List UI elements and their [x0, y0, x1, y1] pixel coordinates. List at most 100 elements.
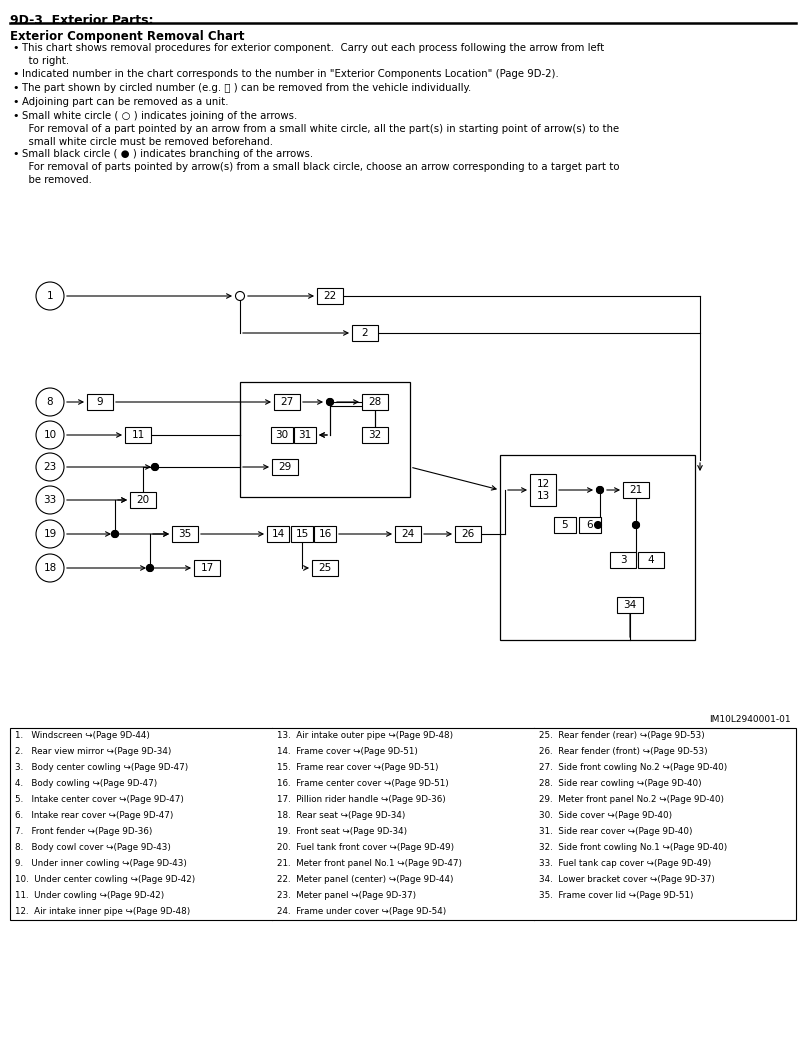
Text: IM10L2940001-01: IM10L2940001-01	[709, 715, 791, 724]
Text: 19.  Front seat ↪(Page 9D-34): 19. Front seat ↪(Page 9D-34)	[277, 827, 407, 836]
Text: 32: 32	[368, 430, 381, 439]
Bar	[395, 526, 421, 542]
Text: •: •	[12, 149, 19, 159]
Text: 14.  Frame cover ↪(Page 9D-51): 14. Frame cover ↪(Page 9D-51)	[277, 747, 418, 756]
Text: 27.  Side front cowling No.2 ↪(Page 9D-40): 27. Side front cowling No.2 ↪(Page 9D-40…	[539, 764, 727, 773]
Circle shape	[147, 564, 153, 571]
Text: •: •	[12, 43, 19, 53]
Text: 6: 6	[587, 520, 593, 530]
Text: 25.  Rear fender (rear) ↪(Page 9D-53): 25. Rear fender (rear) ↪(Page 9D-53)	[539, 731, 704, 741]
Circle shape	[36, 388, 64, 416]
Text: Indicated number in the chart corresponds to the number in "Exterior Components : Indicated number in the chart correspond…	[22, 69, 559, 79]
Bar	[362, 394, 388, 410]
Text: 2: 2	[362, 328, 368, 338]
Text: 31.  Side rear cover ↪(Page 9D-40): 31. Side rear cover ↪(Page 9D-40)	[539, 827, 692, 836]
Text: This chart shows removal procedures for exterior component.  Carry out each proc: This chart shows removal procedures for …	[22, 43, 604, 66]
Bar	[271, 427, 293, 443]
Text: 12.  Air intake inner pipe ↪(Page 9D-48): 12. Air intake inner pipe ↪(Page 9D-48)	[15, 907, 190, 916]
Bar	[240, 382, 410, 497]
Text: 2.   Rear view mirror ↪(Page 9D-34): 2. Rear view mirror ↪(Page 9D-34)	[15, 747, 172, 756]
Text: 15.  Frame rear cover ↪(Page 9D-51): 15. Frame rear cover ↪(Page 9D-51)	[277, 764, 438, 773]
Circle shape	[111, 531, 118, 537]
Circle shape	[326, 399, 334, 405]
Bar	[617, 597, 643, 613]
Text: 32.  Side front cowling No.1 ↪(Page 9D-40): 32. Side front cowling No.1 ↪(Page 9D-40…	[539, 844, 727, 853]
Circle shape	[235, 292, 244, 300]
Text: 26: 26	[461, 529, 475, 539]
Bar	[623, 482, 649, 498]
Bar	[291, 526, 313, 542]
Text: 18: 18	[44, 563, 56, 572]
Bar	[125, 427, 151, 443]
Text: 16: 16	[318, 529, 331, 539]
Circle shape	[36, 486, 64, 514]
Bar	[267, 526, 289, 542]
Bar	[130, 492, 156, 508]
Bar	[455, 526, 481, 542]
Text: 23.  Meter panel ↪(Page 9D-37): 23. Meter panel ↪(Page 9D-37)	[277, 891, 416, 901]
Circle shape	[595, 522, 601, 529]
Text: 19: 19	[44, 529, 56, 539]
Text: 11: 11	[131, 430, 144, 439]
Circle shape	[111, 531, 118, 537]
Text: 13.  Air intake outer pipe ↪(Page 9D-48): 13. Air intake outer pipe ↪(Page 9D-48)	[277, 731, 453, 741]
Text: 6.   Intake rear cover ↪(Page 9D-47): 6. Intake rear cover ↪(Page 9D-47)	[15, 811, 173, 821]
Bar	[314, 526, 336, 542]
Bar	[579, 517, 601, 533]
Text: 5.   Intake center cover ↪(Page 9D-47): 5. Intake center cover ↪(Page 9D-47)	[15, 796, 184, 804]
Text: •: •	[12, 83, 19, 94]
Text: 17.  Pillion rider handle ↪(Page 9D-36): 17. Pillion rider handle ↪(Page 9D-36)	[277, 796, 446, 804]
Text: 33.  Fuel tank cap cover ↪(Page 9D-49): 33. Fuel tank cap cover ↪(Page 9D-49)	[539, 859, 711, 869]
Bar	[530, 474, 556, 506]
Text: 24: 24	[401, 529, 414, 539]
Bar	[194, 560, 220, 576]
Circle shape	[36, 520, 64, 548]
Bar	[638, 552, 664, 568]
Text: 26.  Rear fender (front) ↪(Page 9D-53): 26. Rear fender (front) ↪(Page 9D-53)	[539, 747, 708, 756]
Circle shape	[326, 399, 334, 405]
Text: 11.  Under cowling ↪(Page 9D-42): 11. Under cowling ↪(Page 9D-42)	[15, 891, 164, 901]
Text: 20: 20	[136, 495, 150, 505]
Text: 1: 1	[47, 291, 53, 301]
Text: Exterior Component Removal Chart: Exterior Component Removal Chart	[10, 30, 244, 43]
Text: 25: 25	[318, 563, 331, 572]
Circle shape	[36, 453, 64, 481]
Text: 3.   Body center cowling ↪(Page 9D-47): 3. Body center cowling ↪(Page 9D-47)	[15, 764, 189, 773]
Bar	[362, 427, 388, 443]
Circle shape	[596, 486, 604, 494]
Text: 28.  Side rear cowling ↪(Page 9D-40): 28. Side rear cowling ↪(Page 9D-40)	[539, 779, 702, 789]
Text: 4.   Body cowling ↪(Page 9D-47): 4. Body cowling ↪(Page 9D-47)	[15, 779, 157, 789]
Text: 3: 3	[620, 555, 626, 565]
Text: 12
13: 12 13	[536, 479, 550, 501]
Text: 1.   Windscreen ↪(Page 9D-44): 1. Windscreen ↪(Page 9D-44)	[15, 731, 150, 741]
Circle shape	[596, 486, 604, 494]
Circle shape	[152, 463, 159, 471]
Text: 23: 23	[44, 462, 56, 472]
Bar	[87, 394, 113, 410]
Text: 20.  Fuel tank front cover ↪(Page 9D-49): 20. Fuel tank front cover ↪(Page 9D-49)	[277, 844, 454, 853]
Circle shape	[36, 554, 64, 582]
Text: 24.  Frame under cover ↪(Page 9D-54): 24. Frame under cover ↪(Page 9D-54)	[277, 907, 447, 916]
Text: 29.  Meter front panel No.2 ↪(Page 9D-40): 29. Meter front panel No.2 ↪(Page 9D-40)	[539, 796, 724, 804]
Text: 4: 4	[648, 555, 654, 565]
Bar	[274, 394, 300, 410]
Bar	[500, 455, 695, 640]
Text: The part shown by circled number (e.g. ⓘ ) can be removed from the vehicle indiv: The part shown by circled number (e.g. ⓘ…	[22, 83, 472, 94]
Circle shape	[36, 421, 64, 449]
Bar	[272, 459, 298, 475]
Bar	[294, 427, 316, 443]
Text: 27: 27	[280, 397, 293, 407]
Circle shape	[147, 564, 153, 571]
Text: 10: 10	[44, 430, 56, 439]
Text: 16.  Frame center cover ↪(Page 9D-51): 16. Frame center cover ↪(Page 9D-51)	[277, 779, 449, 789]
Text: 22.  Meter panel (center) ↪(Page 9D-44): 22. Meter panel (center) ↪(Page 9D-44)	[277, 876, 454, 884]
Circle shape	[633, 522, 639, 529]
Text: 21.  Meter front panel No.1 ↪(Page 9D-47): 21. Meter front panel No.1 ↪(Page 9D-47)	[277, 859, 462, 869]
Text: 9: 9	[97, 397, 103, 407]
Text: 7.   Front fender ↪(Page 9D-36): 7. Front fender ↪(Page 9D-36)	[15, 827, 152, 836]
Text: 5: 5	[562, 520, 568, 530]
Text: 17: 17	[201, 563, 214, 572]
Circle shape	[633, 522, 639, 529]
Bar	[10, 728, 796, 920]
Bar	[554, 517, 576, 533]
